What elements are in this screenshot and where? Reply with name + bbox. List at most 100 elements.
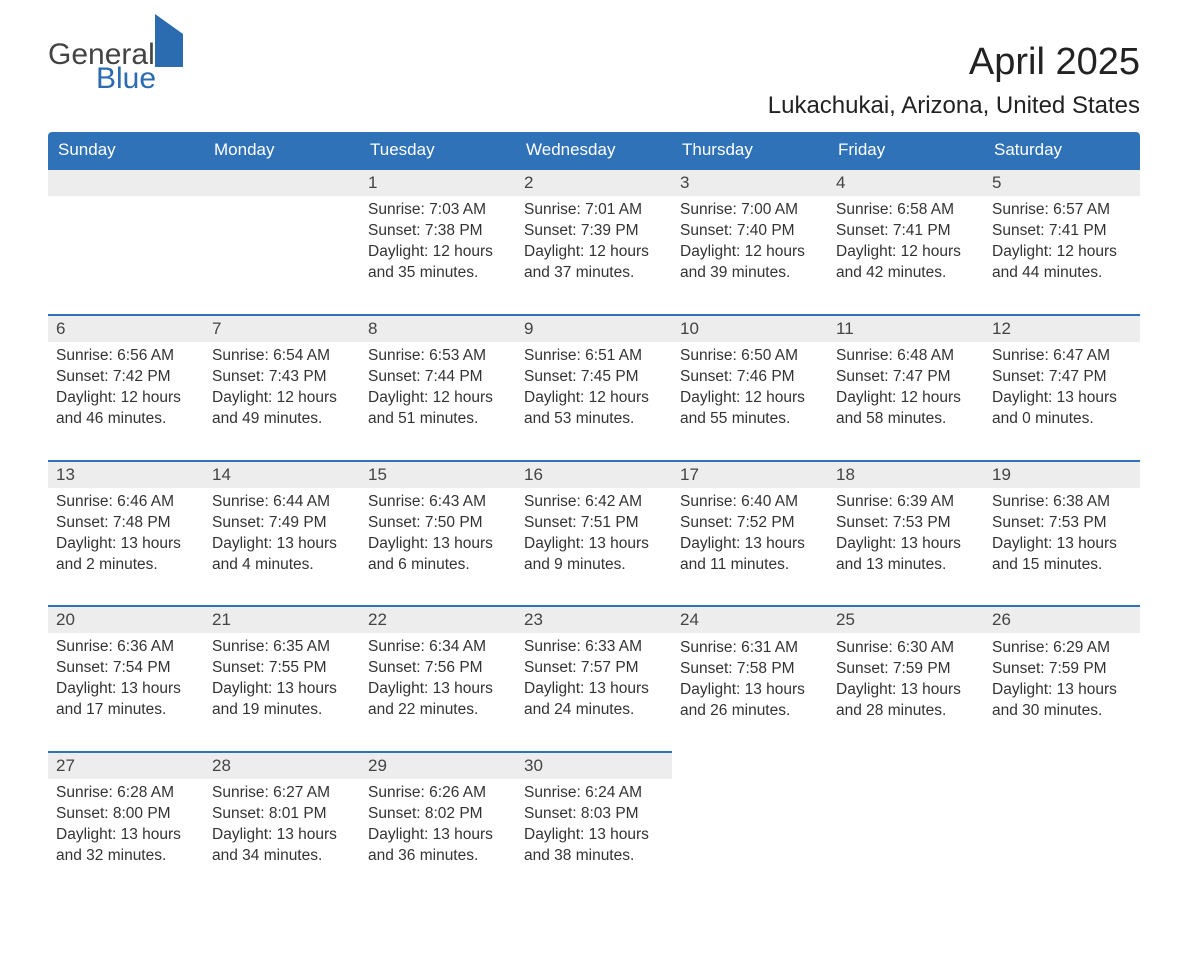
daylight-line: Daylight: 13 hours and 11 minutes. <box>680 534 820 576</box>
day-content-cell: Sunrise: 6:34 AMSunset: 7:56 PMDaylight:… <box>360 633 516 752</box>
daynum-row: 27282930 <box>48 752 1140 779</box>
logo-text: General Blue <box>48 40 183 94</box>
sunset-line: Sunset: 7:58 PM <box>680 659 820 680</box>
day-content-cell: Sunrise: 7:00 AMSunset: 7:40 PMDaylight:… <box>672 196 828 315</box>
sunrise-line: Sunrise: 7:00 AM <box>680 200 820 221</box>
daylight-line: Daylight: 12 hours and 51 minutes. <box>368 388 508 430</box>
daynum-row: 20212223242526 <box>48 606 1140 633</box>
day-content-cell: Sunrise: 6:58 AMSunset: 7:41 PMDaylight:… <box>828 196 984 315</box>
sunrise-line: Sunrise: 6:43 AM <box>368 492 508 513</box>
day-number-cell: 30 <box>516 752 672 779</box>
day-content-cell <box>204 196 360 315</box>
location-subtitle: Lukachukai, Arizona, United States <box>768 92 1140 121</box>
daylight-line: Daylight: 13 hours and 38 minutes. <box>524 825 664 867</box>
day-content-cell: Sunrise: 6:43 AMSunset: 7:50 PMDaylight:… <box>360 488 516 607</box>
sunset-line: Sunset: 7:50 PM <box>368 513 508 534</box>
day-content-cell: Sunrise: 6:54 AMSunset: 7:43 PMDaylight:… <box>204 342 360 461</box>
content-row: Sunrise: 6:56 AMSunset: 7:42 PMDaylight:… <box>48 342 1140 461</box>
day-content-cell: Sunrise: 6:42 AMSunset: 7:51 PMDaylight:… <box>516 488 672 607</box>
logo: General Blue <box>48 40 183 94</box>
sunrise-line: Sunrise: 6:26 AM <box>368 783 508 804</box>
daylight-line: Daylight: 12 hours and 58 minutes. <box>836 388 976 430</box>
sunrise-line: Sunrise: 6:35 AM <box>212 637 352 658</box>
day-content-cell <box>828 779 984 897</box>
sunset-line: Sunset: 7:47 PM <box>836 367 976 388</box>
day-content-cell: Sunrise: 6:51 AMSunset: 7:45 PMDaylight:… <box>516 342 672 461</box>
sunrise-line: Sunrise: 6:58 AM <box>836 200 976 221</box>
day-content-cell: Sunrise: 6:44 AMSunset: 7:49 PMDaylight:… <box>204 488 360 607</box>
day-content-cell: Sunrise: 7:01 AMSunset: 7:39 PMDaylight:… <box>516 196 672 315</box>
sunrise-line: Sunrise: 7:01 AM <box>524 200 664 221</box>
day-number-cell: 28 <box>204 752 360 779</box>
daylight-line: Daylight: 12 hours and 44 minutes. <box>992 242 1132 284</box>
sunrise-line: Sunrise: 6:24 AM <box>524 783 664 804</box>
day-content-cell: Sunrise: 6:28 AMSunset: 8:00 PMDaylight:… <box>48 779 204 897</box>
day-content-cell: Sunrise: 6:57 AMSunset: 7:41 PMDaylight:… <box>984 196 1140 315</box>
day-number-cell <box>672 752 828 779</box>
day-content-cell <box>984 779 1140 897</box>
daylight-line: Daylight: 12 hours and 39 minutes. <box>680 242 820 284</box>
sunrise-line: Sunrise: 6:48 AM <box>836 346 976 367</box>
day-number-cell: 20 <box>48 606 204 633</box>
daylight-line: Daylight: 13 hours and 30 minutes. <box>992 680 1132 722</box>
day-number-cell: 15 <box>360 461 516 488</box>
daylight-line: Daylight: 13 hours and 19 minutes. <box>212 679 352 721</box>
day-number-cell <box>204 169 360 196</box>
day-content-cell: Sunrise: 6:50 AMSunset: 7:46 PMDaylight:… <box>672 342 828 461</box>
day-number-cell: 18 <box>828 461 984 488</box>
day-number-cell: 21 <box>204 606 360 633</box>
sunrise-line: Sunrise: 6:40 AM <box>680 492 820 513</box>
day-number-cell: 27 <box>48 752 204 779</box>
sunset-line: Sunset: 8:02 PM <box>368 804 508 825</box>
day-number-cell: 14 <box>204 461 360 488</box>
day-number-cell: 19 <box>984 461 1140 488</box>
weekday-header: Friday <box>828 132 984 169</box>
day-content-cell: Sunrise: 6:29 AMSunset: 7:59 PMDaylight:… <box>984 633 1140 752</box>
day-number-cell: 25 <box>828 606 984 633</box>
daylight-line: Daylight: 12 hours and 53 minutes. <box>524 388 664 430</box>
day-number-cell: 6 <box>48 315 204 342</box>
day-number-cell: 5 <box>984 169 1140 196</box>
day-content-cell: Sunrise: 6:27 AMSunset: 8:01 PMDaylight:… <box>204 779 360 897</box>
calendar-header-row: SundayMondayTuesdayWednesdayThursdayFrid… <box>48 132 1140 169</box>
sunset-line: Sunset: 7:59 PM <box>992 659 1132 680</box>
daylight-line: Daylight: 13 hours and 17 minutes. <box>56 679 196 721</box>
sunset-line: Sunset: 7:48 PM <box>56 513 196 534</box>
day-number-cell: 29 <box>360 752 516 779</box>
daylight-line: Daylight: 13 hours and 24 minutes. <box>524 679 664 721</box>
day-content-cell <box>672 779 828 897</box>
sunrise-line: Sunrise: 6:42 AM <box>524 492 664 513</box>
day-content-cell: Sunrise: 6:24 AMSunset: 8:03 PMDaylight:… <box>516 779 672 897</box>
sunset-line: Sunset: 8:01 PM <box>212 804 352 825</box>
sunrise-line: Sunrise: 6:51 AM <box>524 346 664 367</box>
sunrise-line: Sunrise: 6:33 AM <box>524 637 664 658</box>
daylight-line: Daylight: 13 hours and 9 minutes. <box>524 534 664 576</box>
sunrise-line: Sunrise: 6:28 AM <box>56 783 196 804</box>
day-number-cell: 13 <box>48 461 204 488</box>
sunset-line: Sunset: 7:53 PM <box>836 513 976 534</box>
day-content-cell <box>48 196 204 315</box>
weekday-header: Sunday <box>48 132 204 169</box>
daylight-line: Daylight: 13 hours and 6 minutes. <box>368 534 508 576</box>
sunrise-line: Sunrise: 6:29 AM <box>992 638 1132 659</box>
weekday-header: Saturday <box>984 132 1140 169</box>
day-number-cell: 4 <box>828 169 984 196</box>
daylight-line: Daylight: 13 hours and 4 minutes. <box>212 534 352 576</box>
sunrise-line: Sunrise: 6:50 AM <box>680 346 820 367</box>
day-number-cell: 10 <box>672 315 828 342</box>
day-number-cell: 1 <box>360 169 516 196</box>
daylight-line: Daylight: 12 hours and 35 minutes. <box>368 242 508 284</box>
sunset-line: Sunset: 7:47 PM <box>992 367 1132 388</box>
weekday-header: Tuesday <box>360 132 516 169</box>
sunrise-line: Sunrise: 6:53 AM <box>368 346 508 367</box>
day-content-cell: Sunrise: 6:48 AMSunset: 7:47 PMDaylight:… <box>828 342 984 461</box>
daynum-row: 6789101112 <box>48 315 1140 342</box>
logo-word-blue: Blue <box>96 64 183 94</box>
sunset-line: Sunset: 7:39 PM <box>524 221 664 242</box>
sunset-line: Sunset: 7:40 PM <box>680 221 820 242</box>
day-content-cell: Sunrise: 6:33 AMSunset: 7:57 PMDaylight:… <box>516 633 672 752</box>
daylight-line: Daylight: 13 hours and 22 minutes. <box>368 679 508 721</box>
daylight-line: Daylight: 13 hours and 32 minutes. <box>56 825 196 867</box>
day-content-cell: Sunrise: 6:53 AMSunset: 7:44 PMDaylight:… <box>360 342 516 461</box>
weekday-header: Wednesday <box>516 132 672 169</box>
